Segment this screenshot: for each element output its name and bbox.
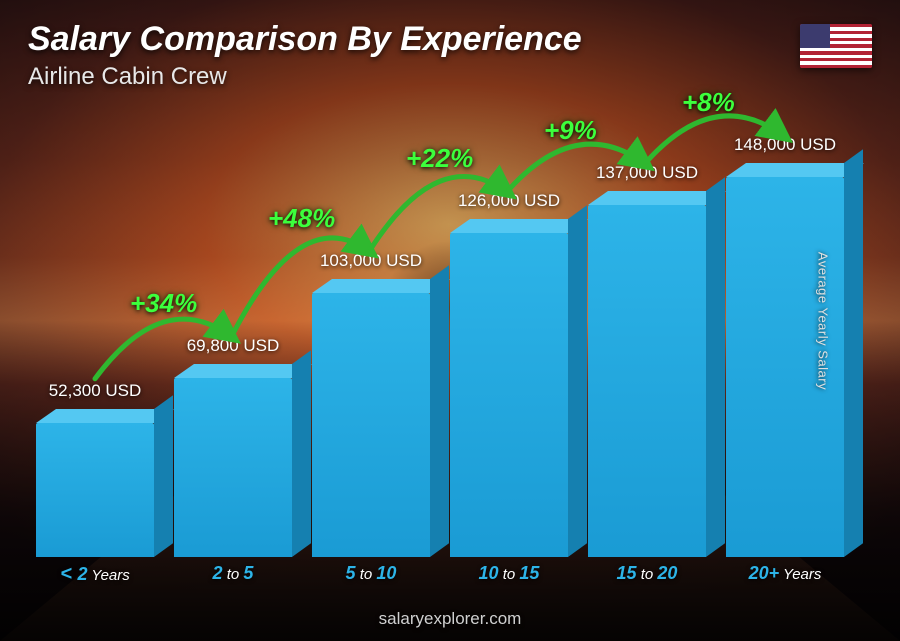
bar-front-face	[450, 233, 568, 557]
bar-front-face	[36, 423, 154, 557]
bar-value-label: 148,000 USD	[691, 135, 880, 155]
increase-pct-label: +34%	[130, 288, 197, 319]
increase-pct-label: +8%	[682, 87, 735, 118]
bar-front-face	[312, 293, 430, 557]
header: Salary Comparison By Experience Airline …	[28, 20, 872, 91]
x-axis-label: < 2 Years	[36, 557, 154, 591]
bar-chart: 52,300 USD69,800 USD103,000 USD126,000 U…	[28, 120, 852, 591]
bar	[588, 205, 706, 557]
page-title: Salary Comparison By Experience	[28, 20, 872, 59]
bar-value-label: 52,300 USD	[1, 381, 190, 401]
x-axis-label: 10 to 15	[450, 557, 568, 591]
bar-slot: 69,800 USD	[174, 120, 292, 557]
bar-side-face	[706, 177, 725, 557]
bar-front-face	[588, 205, 706, 557]
x-axis-label: 15 to 20	[588, 557, 706, 591]
bar-side-face	[430, 265, 449, 557]
x-axis-label: 2 to 5	[174, 557, 292, 591]
footer-credit: salaryexplorer.com	[0, 609, 900, 629]
country-flag-icon	[800, 24, 872, 68]
increase-pct-label: +48%	[268, 203, 335, 234]
bar-slot: 103,000 USD	[312, 120, 430, 557]
increase-pct-label: +22%	[406, 143, 473, 174]
bar	[36, 423, 154, 557]
x-axis-label: 5 to 10	[312, 557, 430, 591]
bar-slot: 52,300 USD	[36, 120, 154, 557]
bar-side-face	[844, 149, 863, 557]
x-axis-label: 20+ Years	[726, 557, 844, 591]
bar-front-face	[174, 378, 292, 557]
bar	[450, 233, 568, 557]
increase-pct-label: +9%	[544, 115, 597, 146]
bar-side-face	[568, 205, 587, 557]
bar	[312, 293, 430, 557]
bar-slot: 126,000 USD	[450, 120, 568, 557]
bars-container: 52,300 USD69,800 USD103,000 USD126,000 U…	[28, 120, 852, 557]
bar-side-face	[154, 395, 173, 557]
bar-value-label: 137,000 USD	[553, 163, 742, 183]
bar	[174, 378, 292, 557]
y-axis-label: Average Yearly Salary	[815, 251, 830, 389]
bar-value-label: 103,000 USD	[277, 251, 466, 271]
page-subtitle: Airline Cabin Crew	[28, 63, 872, 91]
bar-value-label: 69,800 USD	[139, 336, 328, 356]
bar-side-face	[292, 350, 311, 557]
bar-slot: 137,000 USD	[588, 120, 706, 557]
x-axis: < 2 Years 2 to 5 5 to 10 10 to 15 15 to 20 20…	[28, 557, 852, 591]
bar-value-label: 126,000 USD	[415, 191, 604, 211]
